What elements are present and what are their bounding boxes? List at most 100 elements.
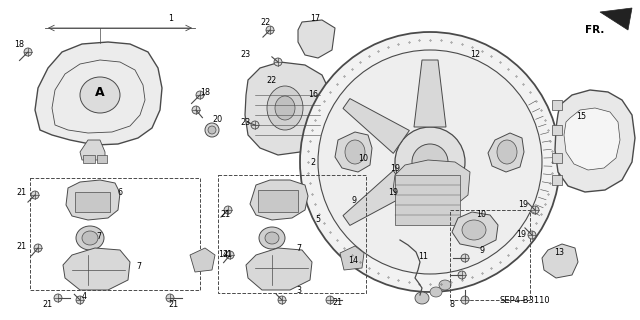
Text: 21: 21 — [332, 298, 342, 307]
Circle shape — [251, 121, 259, 129]
Ellipse shape — [345, 140, 365, 164]
Text: 14: 14 — [218, 250, 228, 259]
Ellipse shape — [415, 292, 429, 304]
Circle shape — [458, 271, 466, 279]
Circle shape — [192, 106, 200, 114]
Text: 9: 9 — [352, 196, 357, 205]
Polygon shape — [335, 132, 372, 172]
Text: 22: 22 — [266, 76, 276, 85]
Polygon shape — [63, 248, 130, 290]
Text: 7: 7 — [136, 262, 141, 271]
Ellipse shape — [418, 196, 442, 214]
Ellipse shape — [462, 220, 486, 240]
Circle shape — [76, 296, 84, 304]
Ellipse shape — [497, 140, 517, 164]
Circle shape — [54, 294, 62, 302]
Circle shape — [274, 58, 282, 66]
Circle shape — [196, 91, 204, 99]
Text: 21: 21 — [222, 250, 232, 259]
Text: 7: 7 — [296, 244, 301, 253]
Ellipse shape — [439, 280, 451, 290]
Text: 9: 9 — [480, 246, 485, 255]
Circle shape — [205, 123, 219, 137]
Circle shape — [461, 296, 469, 304]
Bar — [552, 125, 562, 135]
Text: 20: 20 — [212, 115, 222, 124]
Polygon shape — [66, 180, 120, 220]
Circle shape — [326, 296, 334, 304]
Text: 12: 12 — [470, 50, 480, 59]
Text: 7: 7 — [96, 232, 101, 241]
Text: 4: 4 — [82, 292, 87, 301]
Text: 17: 17 — [310, 14, 320, 23]
Circle shape — [300, 32, 560, 292]
Circle shape — [528, 231, 536, 239]
Polygon shape — [488, 133, 524, 172]
Text: 15: 15 — [576, 112, 586, 121]
Polygon shape — [555, 90, 635, 192]
Circle shape — [208, 126, 216, 134]
Text: A: A — [95, 86, 105, 100]
Circle shape — [266, 26, 274, 34]
Polygon shape — [35, 42, 162, 145]
Circle shape — [318, 50, 542, 274]
Text: 2: 2 — [310, 158, 315, 167]
Text: 3: 3 — [296, 286, 301, 295]
Ellipse shape — [275, 96, 295, 120]
Bar — [552, 175, 562, 185]
Circle shape — [412, 144, 448, 180]
Text: 16: 16 — [308, 90, 318, 99]
Circle shape — [166, 294, 174, 302]
Text: 14: 14 — [348, 256, 358, 265]
Polygon shape — [564, 108, 620, 170]
Text: SEP4-B3110: SEP4-B3110 — [500, 296, 550, 305]
Text: 5: 5 — [315, 215, 320, 224]
Circle shape — [224, 206, 232, 214]
Text: 23: 23 — [240, 50, 250, 59]
Text: 21: 21 — [42, 300, 52, 309]
Text: 18: 18 — [200, 88, 210, 97]
Circle shape — [278, 296, 286, 304]
Polygon shape — [600, 8, 632, 30]
Polygon shape — [250, 180, 308, 220]
Bar — [83, 155, 95, 163]
Text: 13: 13 — [554, 248, 564, 257]
Circle shape — [31, 191, 39, 199]
Ellipse shape — [259, 227, 285, 249]
Bar — [75, 192, 110, 212]
Polygon shape — [245, 62, 330, 155]
Polygon shape — [340, 246, 364, 270]
Ellipse shape — [82, 231, 98, 245]
Circle shape — [461, 254, 469, 262]
Text: 19: 19 — [516, 230, 526, 239]
Circle shape — [34, 244, 42, 252]
Text: 19: 19 — [390, 164, 400, 173]
Polygon shape — [542, 244, 578, 278]
Ellipse shape — [265, 232, 279, 244]
Polygon shape — [393, 160, 470, 210]
Bar — [258, 190, 298, 212]
Circle shape — [395, 127, 465, 197]
Polygon shape — [80, 140, 105, 160]
Text: 19: 19 — [388, 188, 398, 197]
Ellipse shape — [423, 200, 437, 210]
Circle shape — [24, 48, 32, 56]
Bar — [552, 153, 562, 163]
Text: 10: 10 — [358, 154, 368, 163]
Polygon shape — [190, 248, 215, 272]
Bar — [552, 100, 562, 110]
Circle shape — [226, 251, 234, 259]
Ellipse shape — [76, 226, 104, 250]
Polygon shape — [343, 99, 410, 153]
Polygon shape — [414, 60, 446, 127]
Text: 10: 10 — [476, 210, 486, 219]
Text: 6: 6 — [118, 188, 123, 197]
Text: 21: 21 — [168, 300, 178, 309]
Text: 11: 11 — [418, 252, 428, 261]
Text: FR.: FR. — [585, 25, 604, 35]
Ellipse shape — [80, 77, 120, 113]
Text: 21: 21 — [16, 188, 26, 197]
Text: 8: 8 — [450, 300, 455, 309]
Text: 23: 23 — [240, 118, 250, 127]
Bar — [30, 178, 200, 290]
